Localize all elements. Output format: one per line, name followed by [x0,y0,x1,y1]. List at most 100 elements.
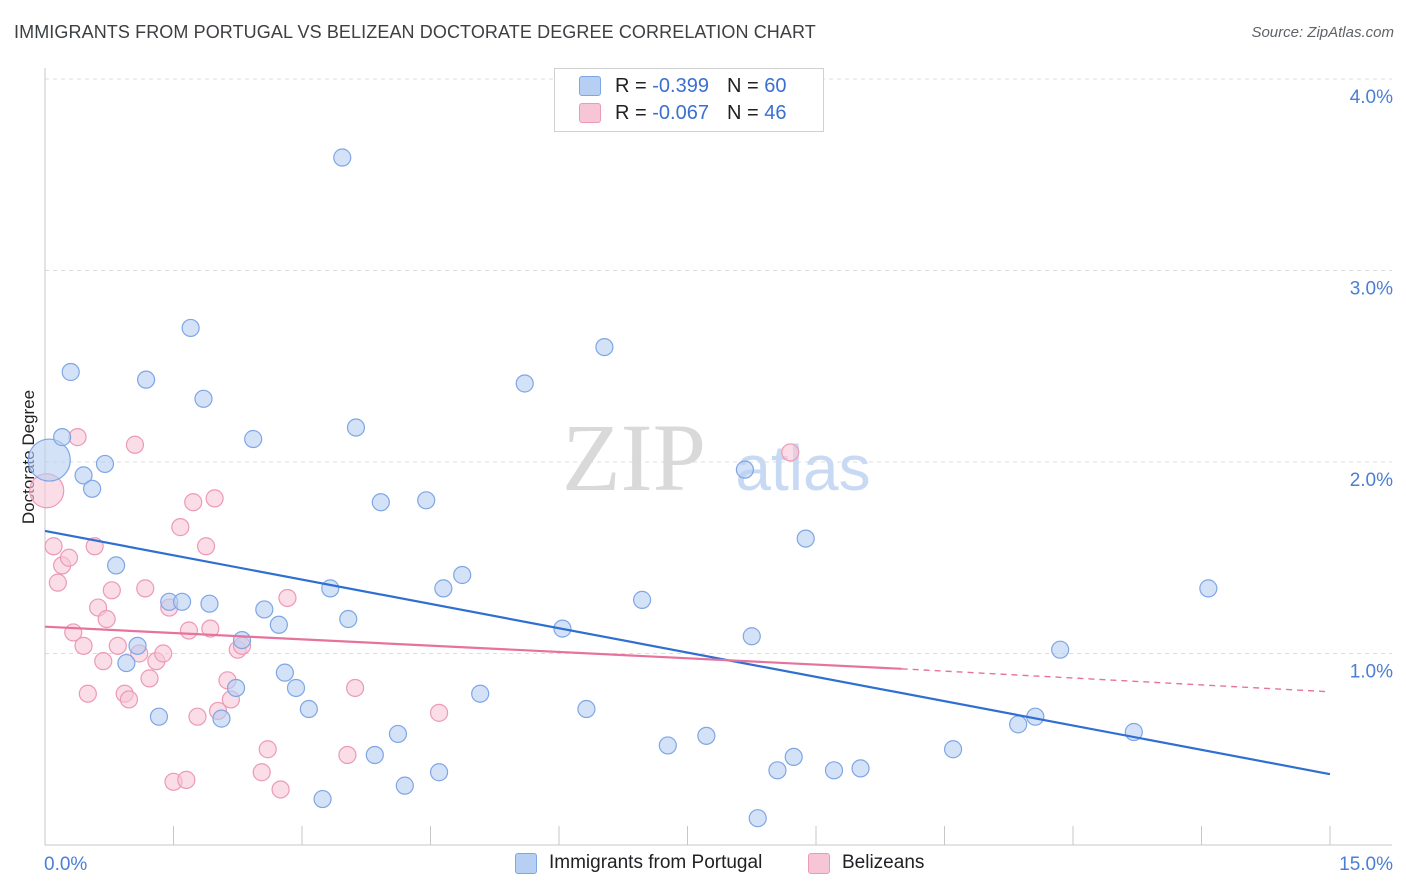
stats-legend: R = -0.399 N = 60 R = -0.067 N = 46 [554,68,824,132]
legend-r-value: -0.067 [652,101,709,124]
legend-swatch-blue [579,76,601,96]
legend-swatch-blue [515,852,537,874]
belizeans-point [171,518,190,537]
portugal-point [658,736,677,755]
portugal-point [200,594,219,613]
x-tick-labels: 0.0% 15.0% [44,854,1393,875]
y-tick-labels: 1.0% 2.0% 3.0% 4.0% [1350,87,1393,683]
y-tick-label: 1.0% [1350,662,1393,683]
portugal-point [269,615,288,634]
portugal-point [172,592,192,611]
portugal-point [107,556,126,575]
portugal-point [453,565,472,585]
belizeans-point [271,780,290,799]
series-legend: Immigrants from Portugal Belizeans [0,852,1406,878]
watermark-zip: ZIP [562,404,706,511]
y-tick-label: 3.0% [1350,279,1393,300]
portugal-point [313,789,332,809]
portugal-point [275,663,294,682]
portugal-point [365,745,384,765]
belizeans-point [196,537,216,556]
belizeans-point [179,621,199,640]
belizeans-point [108,636,127,655]
portugal-point [371,493,390,512]
portugal-point [632,590,652,609]
portugal-point [395,776,414,795]
legend-swatch-pink [808,852,830,874]
portugal-point [577,699,596,719]
portugal-point [299,699,318,719]
portugal-point [136,370,156,389]
portugal-point [417,491,436,510]
legend-label-belizeans: Belizeans [842,852,925,873]
belizeans-point [346,678,365,698]
portugal-point [53,428,72,447]
portugal-point [27,438,71,482]
belizeans-point [140,669,159,688]
portugal-point [851,759,870,778]
portugal-point [321,579,340,598]
y-tick-label: 4.0% [1350,87,1393,108]
belizeans-point [125,435,145,454]
legend-n-value: 60 [764,74,787,97]
portugal-point [784,747,803,767]
belizeans-point [136,579,155,598]
portugal-point [595,338,614,357]
trend-lines [44,529,1331,776]
portugal-point [1009,715,1028,734]
legend-r-value: -0.399 [652,74,709,97]
legend-item-portugal[interactable]: Immigrants from Portugal [515,852,762,874]
portugal-point [735,460,754,479]
portugal-point [232,630,252,650]
portugal-point [748,809,767,828]
portugal-point [824,761,844,780]
portugal-point [1051,640,1070,659]
belizeans-point [74,636,93,655]
belizeans-point [252,763,271,782]
x-tick-label: 15.0% [1339,854,1393,875]
portugal-point [471,684,490,703]
portugal-point [388,724,408,744]
portugal-trend-line [44,529,1331,776]
legend-r-label: R = [615,101,647,124]
belizeans-trend-line-dashed [901,668,1331,693]
portugal-point [83,479,102,498]
belizeans-trend-line [44,625,902,670]
portugal-point [286,678,306,698]
belizeans-point [184,493,203,512]
legend-n-value: 46 [764,101,787,124]
legend-row-portugal: R = -0.399 N = 60 [579,74,786,98]
belizeans-point [177,770,196,789]
portugal-point [61,362,80,382]
legend-n-label: N = [726,101,759,124]
portugal-point [226,678,246,698]
legend-n-label: N = [726,74,759,97]
portugal-point [95,454,115,474]
belizeans-point [205,489,224,508]
belizeans-point [429,703,449,722]
portugal-point [697,726,716,745]
belizeans-point [258,740,277,759]
portugal-point [339,609,358,629]
legend-r-label: R = [615,74,647,97]
legend-label-portugal: Immigrants from Portugal [549,852,763,873]
portugal-point [943,740,963,759]
belizeans-point [781,443,800,462]
portugal-point [429,763,449,782]
portugal-point [181,318,200,338]
portugal-point [117,653,136,673]
portugal-point [244,429,263,449]
belizeans-point [94,652,113,671]
portugal-point [1199,579,1218,598]
portugal-point [434,579,453,598]
belizeans-point [278,588,297,608]
portugal-point [796,529,815,548]
portugal-point [515,374,534,393]
portugal-point [255,600,274,619]
belizeans-point [201,619,220,638]
belizeans-point [119,690,139,709]
portugal-point [333,148,352,167]
axes [44,68,1392,846]
legend-item-belizeans[interactable]: Belizeans [808,852,924,874]
